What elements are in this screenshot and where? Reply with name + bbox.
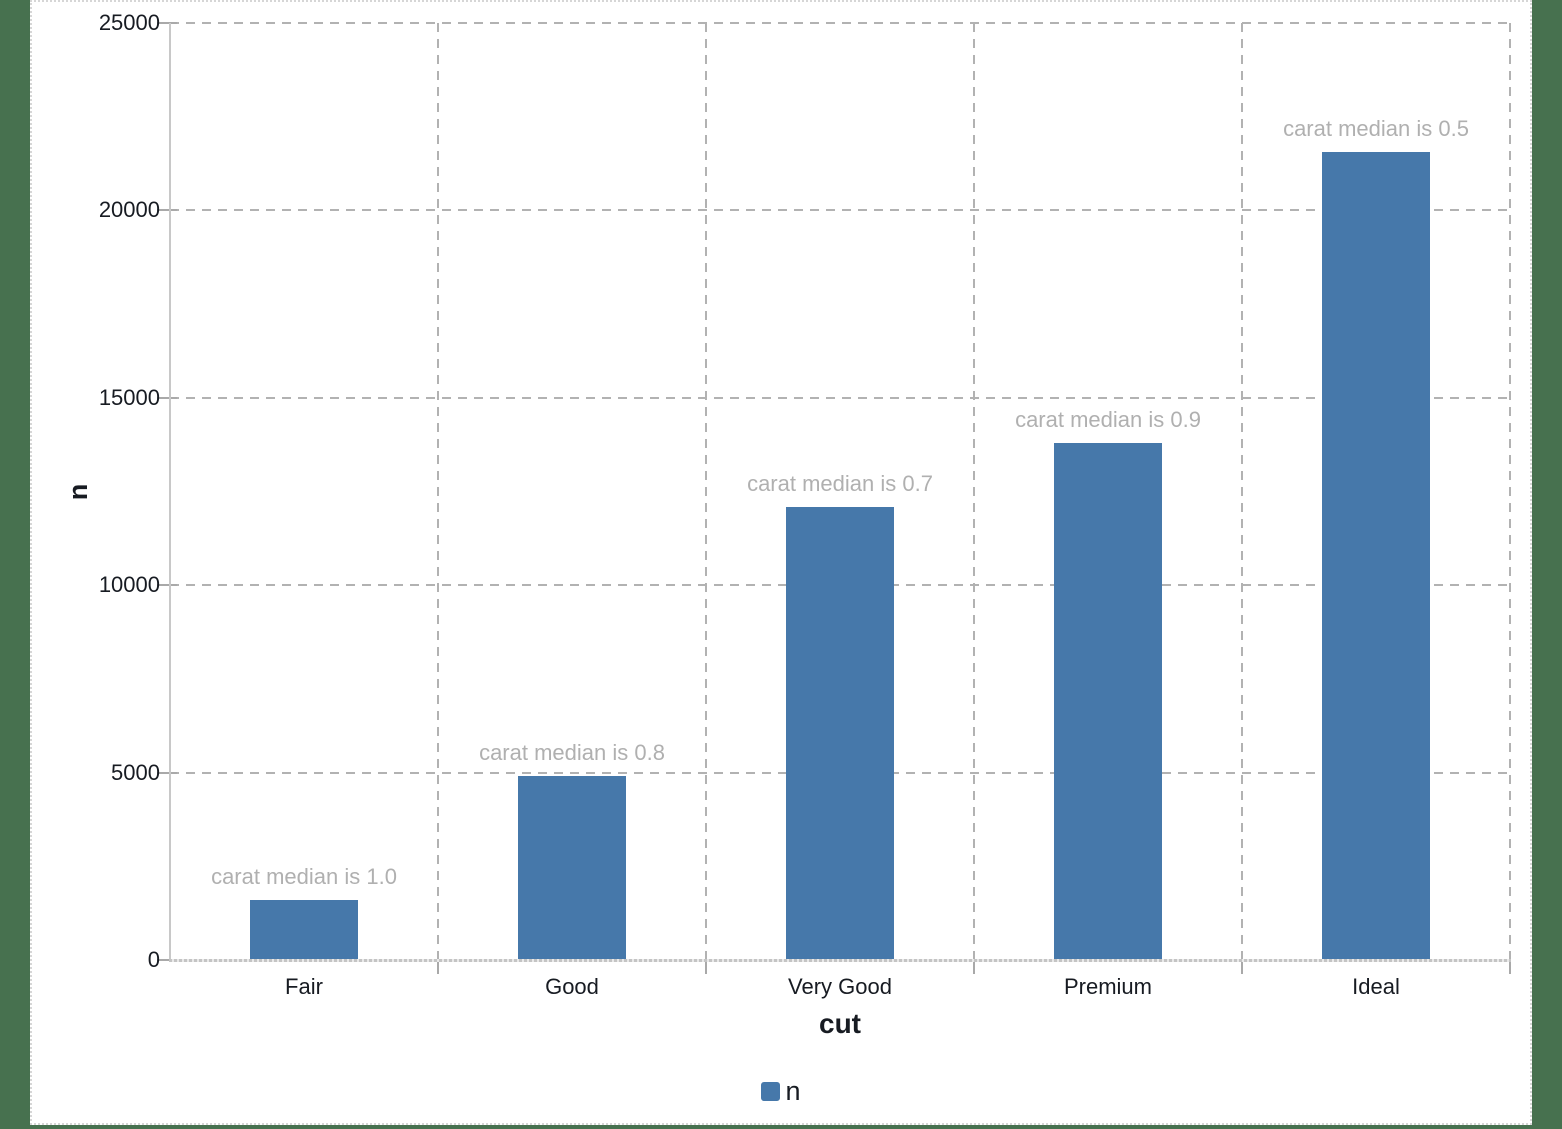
legend: n [0,1076,1562,1106]
y-tick-label: 20000 [98,197,160,223]
v-gridline [437,23,439,960]
y-tick-label: 0 [147,947,160,972]
x-tick-mark [437,960,439,974]
y-tick-mark [157,209,177,212]
x-axis-title: cut [819,1008,861,1039]
y-tick-label: 10000 [98,572,160,598]
x-axis-line [169,959,1511,962]
v-gridline [705,23,707,960]
v-gridline [1509,23,1511,960]
x-tick-mark [973,960,975,974]
y-tick-label: 25000 [98,10,160,35]
y-axis-title: n [62,483,93,501]
bar [786,507,894,959]
bar-annotation: carat median is 0.9 [1015,407,1201,433]
v-gridline [973,23,975,960]
x-tick-label: Ideal [1352,974,1400,999]
y-tick-label: 15000 [98,384,160,410]
bar-annotation: carat median is 0.5 [1283,116,1469,142]
v-gridline [1241,23,1243,960]
y-tick-mark [157,396,177,399]
x-tick-mark [1241,960,1243,974]
legend-label: n [785,1076,801,1106]
y-tick-mark [157,959,177,961]
y-tick-mark [157,771,177,774]
x-tick-label: Very Good [788,974,892,999]
bar [518,776,626,959]
bar-annotation: carat median is 0.8 [479,740,665,766]
h-gridline [170,396,1510,399]
bar-annotation: carat median is 1.0 [211,863,397,889]
bar [250,899,358,959]
y-tick-mark [157,584,177,587]
bar [1054,443,1162,959]
x-tick-mark [705,960,707,974]
x-tick-mark [1509,960,1511,974]
bar [1322,152,1430,959]
y-tick-mark [157,22,177,24]
h-gridline [170,209,1510,212]
x-tick-label: Good [545,974,599,999]
y-tick-label: 5000 [111,759,160,785]
legend-swatch-icon [761,1081,781,1101]
x-tick-label: Premium [1063,974,1152,999]
x-tick-label: Fair [285,974,323,999]
y-axis-line [169,23,171,960]
bar-annotation: carat median is 0.7 [747,471,933,497]
h-gridline [170,22,1510,24]
